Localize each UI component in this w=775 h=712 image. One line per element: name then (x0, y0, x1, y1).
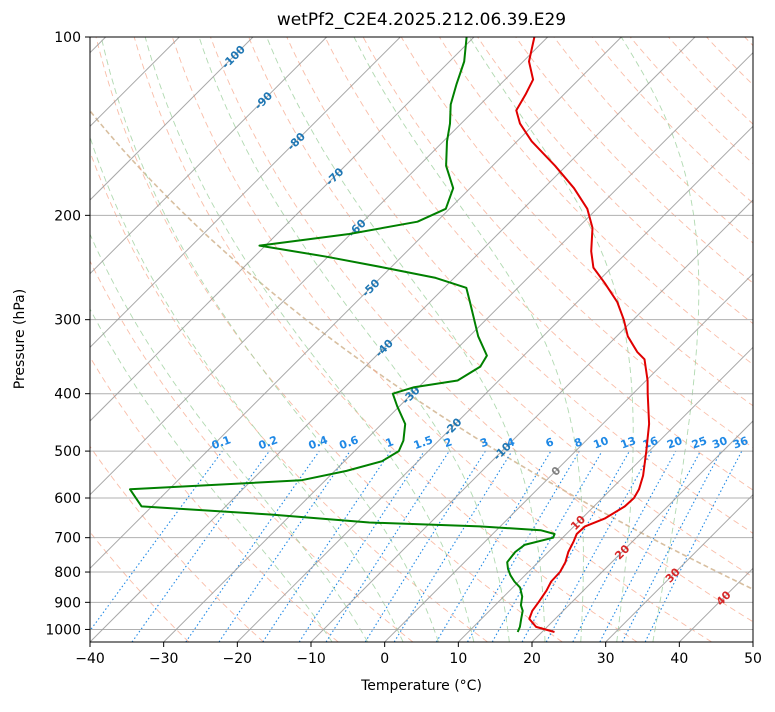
x-tick-label: 30 (597, 651, 615, 667)
x-axis-label: Temperature (°C) (90, 678, 753, 694)
y-tick-label: 1000 (45, 622, 81, 638)
y-tick-label: 700 (54, 531, 81, 547)
x-tick-label: 10 (449, 651, 467, 667)
x-tick-label: −30 (149, 651, 179, 667)
y-tick-label: 600 (54, 491, 81, 507)
isotherm-line (753, 37, 775, 642)
y-tick-label: 900 (54, 595, 81, 611)
y-tick-label: 400 (54, 387, 81, 403)
x-tick-label: −20 (223, 651, 253, 667)
y-tick-label: 100 (54, 30, 81, 46)
y-tick-label: 800 (54, 565, 81, 581)
x-tick-label: −40 (75, 651, 105, 667)
x-tick-label: 20 (523, 651, 541, 667)
x-tick-label: 40 (670, 651, 688, 667)
y-tick-label: 200 (54, 208, 81, 224)
y-axis-label: Pressure (hPa) (12, 289, 28, 389)
chart-title: wetPf2_C2E4.2025.212.06.39.E29 (90, 10, 753, 30)
y-tick-label: 300 (54, 313, 81, 329)
y-tick-label: 500 (54, 444, 81, 460)
x-tick-label: 50 (744, 651, 762, 667)
x-tick-label: −10 (296, 651, 326, 667)
x-tick-label: 0 (380, 651, 389, 667)
